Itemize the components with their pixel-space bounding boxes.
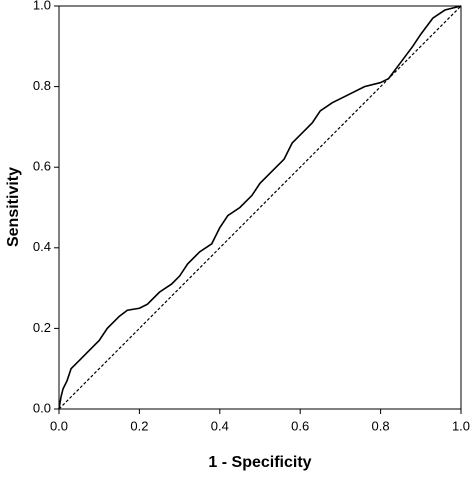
- x-tick-label: 0.8: [372, 418, 390, 433]
- x-tick-label: 0.2: [130, 418, 148, 433]
- y-tick-label: 0.6: [33, 159, 51, 174]
- x-tick-label: 0.6: [291, 418, 309, 433]
- y-tick-label: 0.2: [33, 320, 51, 335]
- y-axis-label: Sensitivity: [5, 167, 22, 247]
- x-tick-label: 0.0: [50, 418, 68, 433]
- y-tick-label: 0.4: [33, 239, 51, 254]
- roc-curve: [58, 5, 462, 410]
- reference-line: [58, 5, 462, 410]
- x-tick-label: 1.0: [452, 418, 470, 433]
- x-axis-label: 1 - Specificity: [208, 454, 311, 471]
- y-tick-label: 0.0: [33, 400, 51, 415]
- y-tick-label: 1.0: [33, 0, 51, 12]
- y-tick-label: 0.8: [33, 78, 51, 93]
- plot-area: [58, 5, 462, 410]
- x-tick-label: 0.4: [211, 418, 229, 433]
